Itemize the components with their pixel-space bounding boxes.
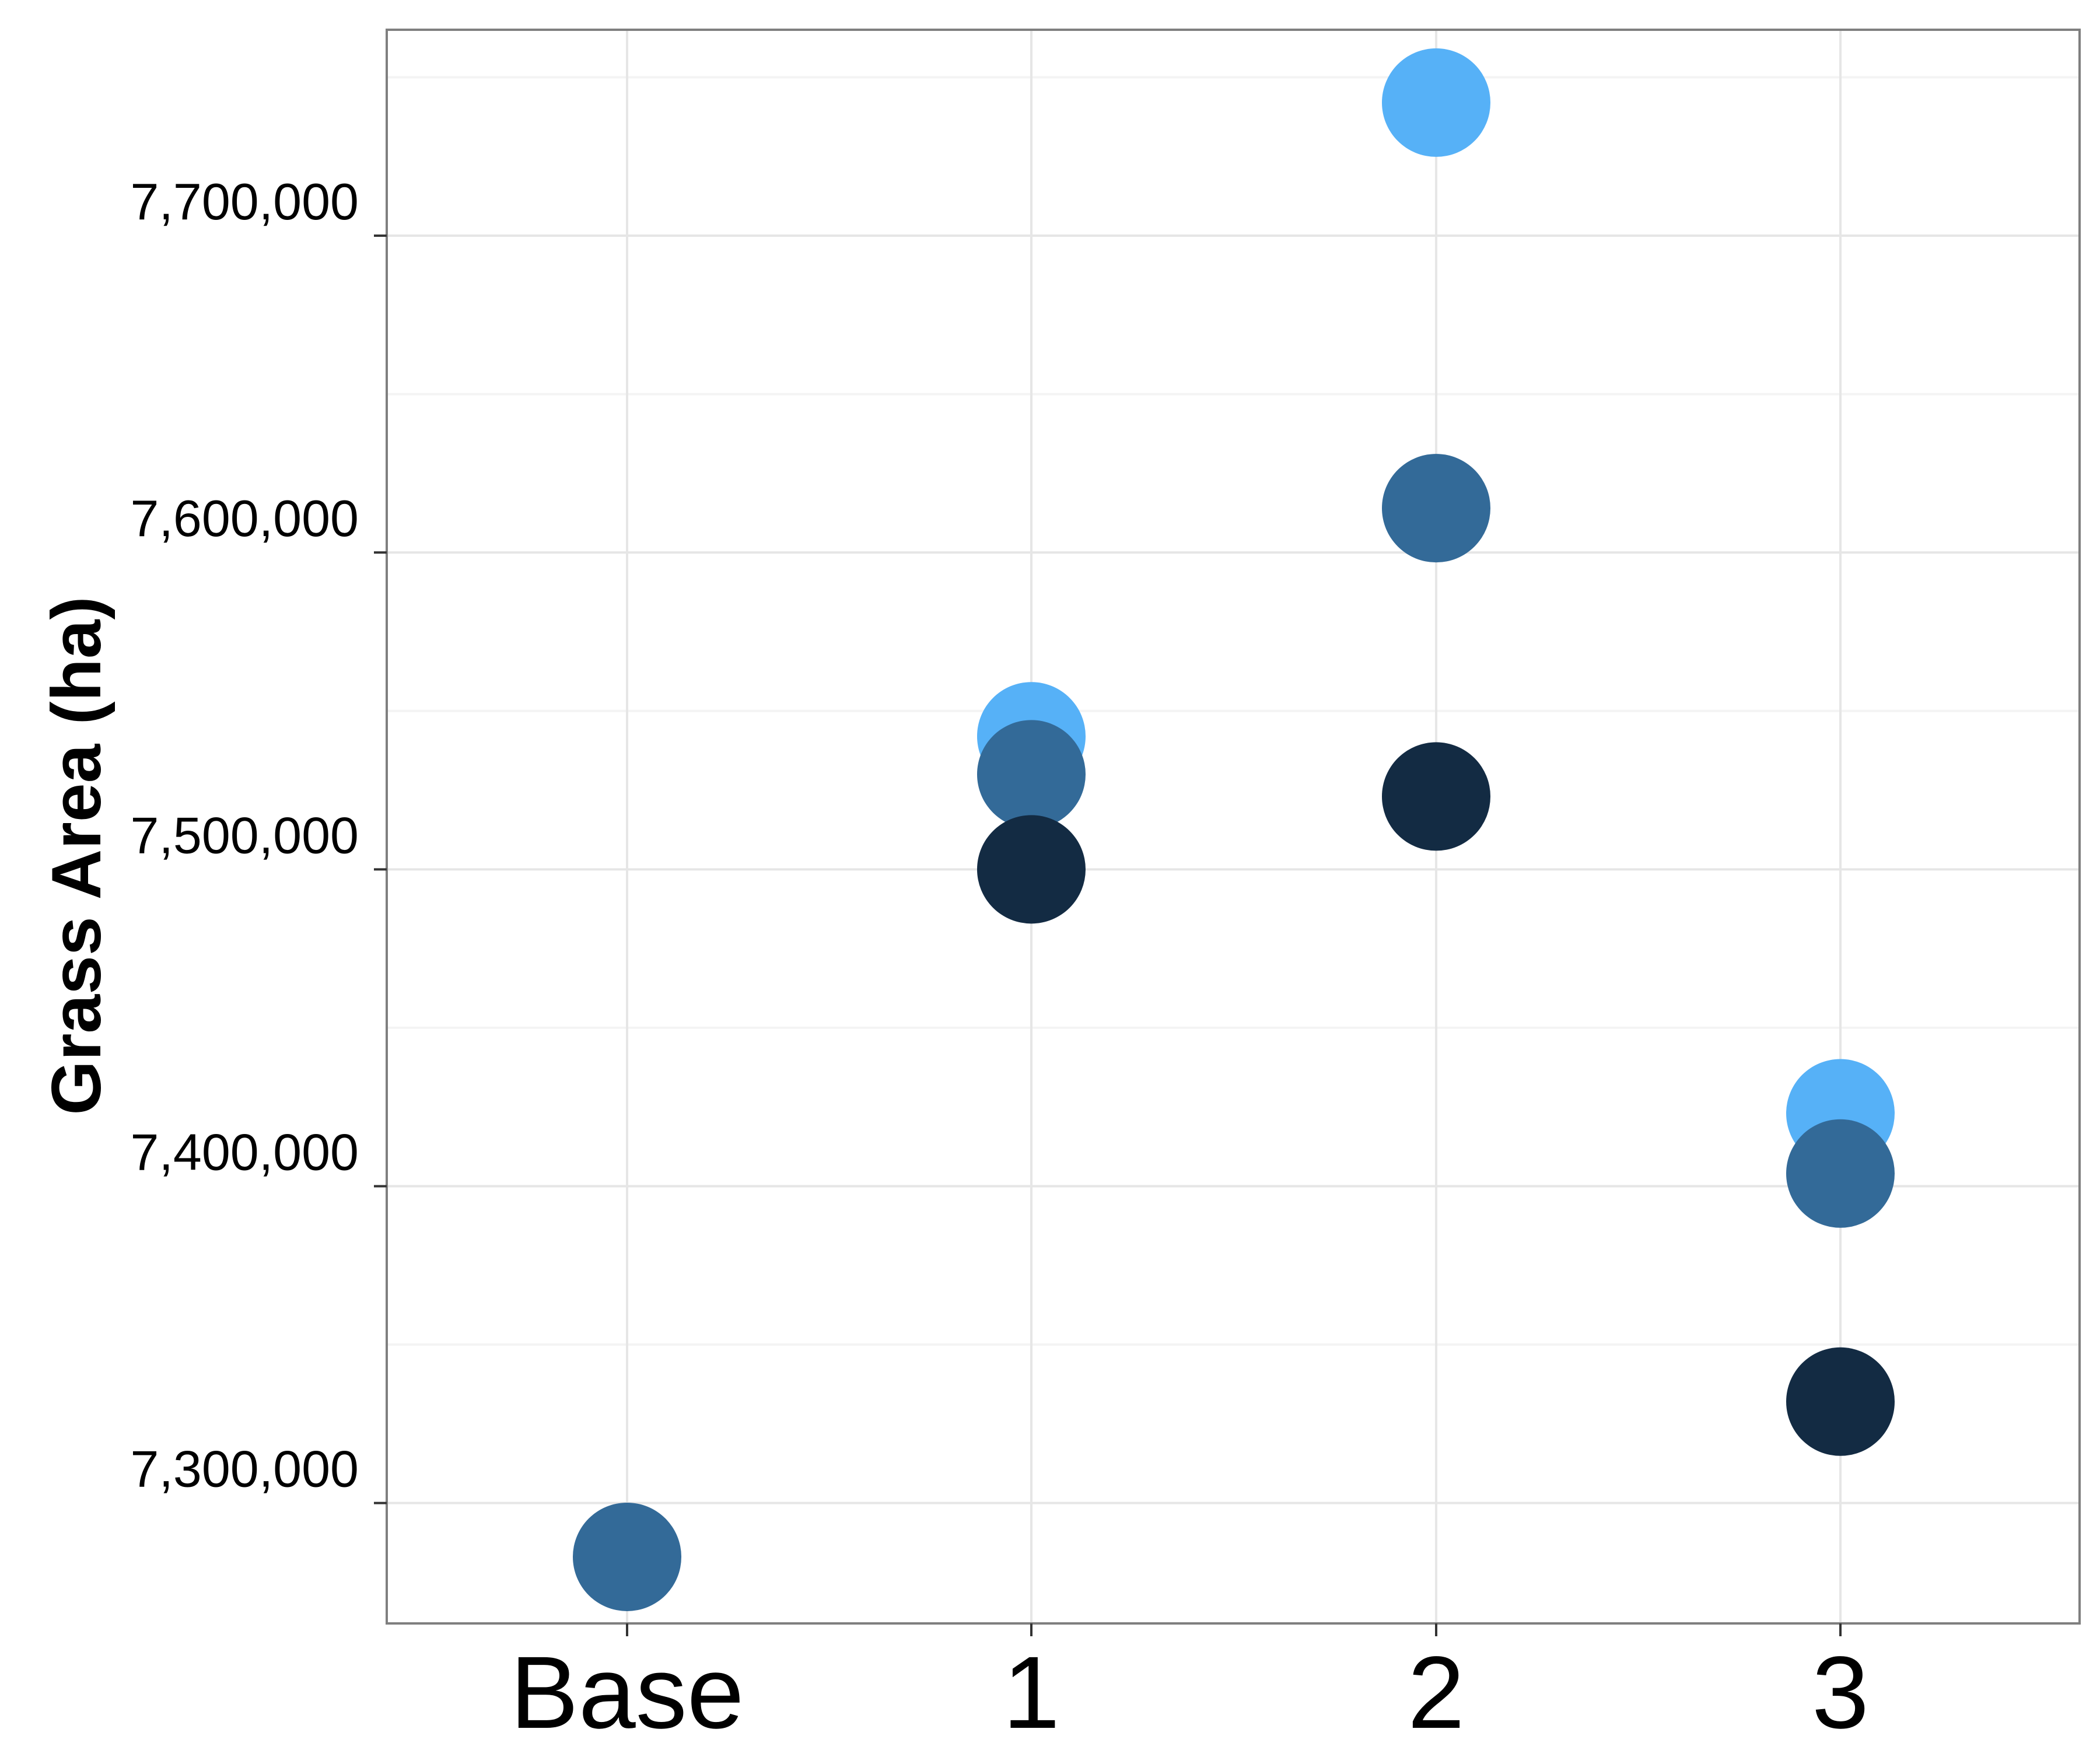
y-tick-label: 7,400,000	[131, 1123, 359, 1181]
x-tick-label: 1	[1003, 1636, 1060, 1750]
x-tick-label: Base	[510, 1636, 744, 1750]
x-tick-label: 3	[1812, 1636, 1869, 1750]
plot-panel	[387, 30, 2080, 1623]
y-tick-label: 7,600,000	[131, 489, 359, 547]
data-point	[573, 1502, 681, 1611]
data-points	[573, 48, 1895, 1611]
data-point	[1786, 1119, 1895, 1228]
panel-border	[386, 29, 2081, 1625]
panel-background	[387, 30, 2080, 1623]
y-axis-title: Grass Area (ha)	[37, 596, 116, 1115]
data-point	[977, 720, 1086, 829]
data-point	[977, 815, 1086, 924]
data-point	[1382, 454, 1490, 563]
y-tick-label: 7,300,000	[131, 1440, 359, 1498]
data-point	[1382, 48, 1490, 157]
data-point	[1786, 1347, 1895, 1456]
x-axis: Base 1 2 3	[510, 1623, 1869, 1750]
plot-border	[386, 29, 2081, 1625]
x-tick-label: 2	[1408, 1636, 1465, 1750]
y-tick-label: 7,500,000	[131, 806, 359, 864]
minor-gridlines	[387, 76, 2080, 1346]
y-tick-label: 7,700,000	[131, 173, 359, 230]
y-axis: 7,300,000 7,400,000 7,500,000 7,600,000 7,70…	[131, 173, 387, 1504]
data-point	[1382, 742, 1490, 851]
